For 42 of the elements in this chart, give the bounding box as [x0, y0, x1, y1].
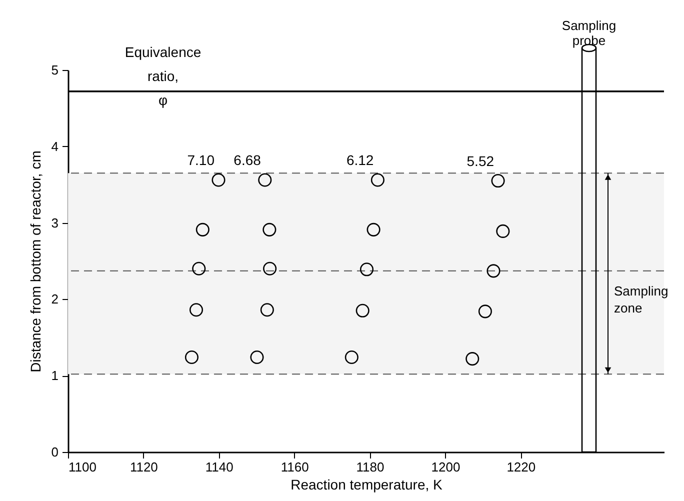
x-tick-label: 1140 — [205, 460, 234, 474]
x-tick-label: 1100 — [68, 460, 96, 474]
y-axis-title: Distance from bottom of reactor, cm — [27, 150, 44, 372]
y-tick-label: 3 — [51, 215, 58, 230]
point — [260, 303, 274, 317]
point — [486, 264, 500, 278]
point — [189, 303, 204, 317]
y-tick-label: 1 — [51, 368, 58, 384]
point — [496, 224, 510, 238]
point — [192, 262, 206, 276]
series-label: 6.12 — [346, 152, 374, 168]
x-tick-label: 1220 — [506, 460, 536, 474]
point — [212, 173, 226, 187]
point — [356, 304, 370, 318]
series-label: 6.68 — [234, 152, 262, 168]
x-tick-label: 1200 — [431, 460, 460, 474]
y-tick-label: 5 — [51, 62, 58, 78]
point — [258, 173, 272, 187]
point — [184, 350, 198, 364]
x-axis-title: Reaction temperature, K — [290, 476, 444, 492]
series-label: 7.10 — [187, 152, 215, 168]
x-tick-label: 1160 — [280, 460, 309, 474]
point — [491, 174, 505, 188]
point — [250, 350, 264, 364]
point — [262, 222, 276, 236]
point — [466, 352, 480, 366]
x-tick-label: 1180 — [356, 460, 384, 474]
point — [196, 222, 210, 236]
y-tick-label: 2 — [51, 292, 58, 307]
series-label: 5.52 — [466, 152, 494, 169]
legend-title: Equivalence ratio, φ — [124, 44, 202, 108]
point — [263, 262, 277, 276]
point — [360, 262, 374, 276]
point — [344, 350, 358, 364]
y-tick-label: 4 — [51, 138, 58, 154]
point — [478, 304, 492, 318]
text: Sampling probe — [562, 18, 616, 48]
point — [370, 173, 384, 187]
point — [366, 222, 380, 236]
x-tick-label: 1120 — [130, 460, 158, 474]
band-label: Sampling zone — [614, 284, 668, 316]
y-tick-label: 0 — [51, 444, 58, 460]
